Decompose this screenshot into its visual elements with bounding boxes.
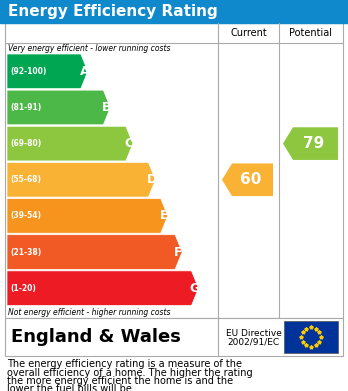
Text: C: C [125, 137, 134, 150]
Polygon shape [283, 127, 338, 160]
Polygon shape [7, 235, 182, 269]
Polygon shape [7, 199, 168, 233]
Text: (39-54): (39-54) [10, 212, 41, 221]
Text: (1-20): (1-20) [10, 284, 36, 293]
Text: (69-80): (69-80) [10, 139, 41, 148]
Text: The energy efficiency rating is a measure of the: The energy efficiency rating is a measur… [7, 359, 242, 369]
Text: D: D [147, 173, 157, 186]
Text: B: B [102, 101, 112, 114]
Polygon shape [7, 162, 156, 197]
Text: E: E [160, 210, 168, 222]
Text: 60: 60 [240, 172, 261, 187]
Text: lower the fuel bills will be.: lower the fuel bills will be. [7, 384, 135, 391]
Bar [0, 0, 348, 23]
Text: A: A [79, 65, 89, 78]
Text: Very energy efficient - lower running costs: Very energy efficient - lower running co… [8, 44, 171, 53]
Text: overall efficiency of a home. The higher the rating: overall efficiency of a home. The higher… [7, 368, 253, 377]
Text: F: F [174, 246, 183, 258]
Text: 79: 79 [303, 136, 324, 151]
Text: EU Directive: EU Directive [226, 328, 282, 337]
Polygon shape [7, 90, 110, 125]
Bar [5, 23, 343, 318]
Polygon shape [7, 126, 133, 161]
Text: Current: Current [230, 28, 267, 38]
Text: 2002/91/EC: 2002/91/EC [228, 337, 279, 346]
Bar [284, 321, 338, 353]
Text: (92-100): (92-100) [10, 67, 46, 76]
Bar [5, 318, 343, 356]
Polygon shape [7, 54, 88, 89]
Text: (21-38): (21-38) [10, 248, 41, 256]
Text: (55-68): (55-68) [10, 175, 41, 184]
Polygon shape [222, 163, 273, 196]
Text: G: G [190, 282, 200, 295]
Text: England & Wales: England & Wales [11, 328, 181, 346]
Text: the more energy efficient the home is and the: the more energy efficient the home is an… [7, 376, 233, 386]
Text: Potential: Potential [290, 28, 332, 38]
Text: Not energy efficient - higher running costs: Not energy efficient - higher running co… [8, 308, 171, 317]
Text: (81-91): (81-91) [10, 103, 41, 112]
Polygon shape [7, 271, 198, 305]
Text: Energy Efficiency Rating: Energy Efficiency Rating [8, 4, 218, 19]
